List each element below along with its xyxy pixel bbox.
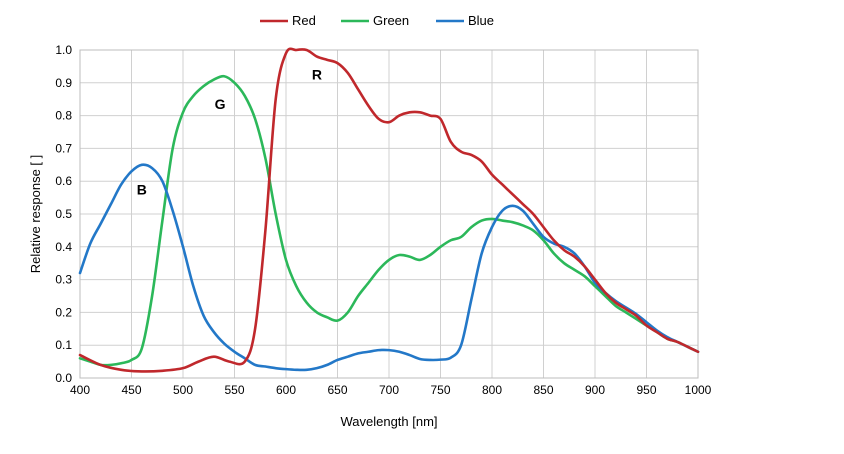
x-axis-label: Wavelength [nm] [340, 414, 437, 429]
legend: Red Green Blue [260, 13, 494, 28]
y-tick-label: 0.7 [55, 141, 72, 155]
legend-label-blue: Blue [468, 13, 494, 28]
series-line-blue [78, 163, 700, 372]
y-tick-label: 0.1 [55, 338, 72, 352]
x-tick-label: 750 [430, 383, 450, 397]
annotation-b: B [137, 181, 147, 197]
y-axis-label: Relative response [ ] [28, 155, 43, 274]
legend-label-green: Green [373, 13, 409, 28]
annotation-r: R [312, 67, 322, 83]
legend-label-red: Red [292, 13, 316, 28]
series-line-green [78, 74, 700, 367]
y-tick-label: 0.3 [55, 273, 72, 287]
series-lines [78, 47, 700, 373]
y-tick-label: 0.4 [55, 240, 72, 254]
x-tick-label: 400 [70, 383, 90, 397]
series-line-red [78, 47, 700, 373]
x-tick-label: 950 [636, 383, 656, 397]
x-tick-label: 550 [224, 383, 244, 397]
x-tick-label: 900 [585, 383, 605, 397]
plot-frame [79, 49, 699, 379]
y-tick-label: 0.5 [55, 207, 72, 221]
y-tick-label: 0.0 [55, 371, 72, 385]
x-tick-label: 650 [327, 383, 347, 397]
y-tick-label: 0.6 [55, 174, 72, 188]
y-tick-label: 1.0 [55, 43, 72, 57]
x-tick-label: 1000 [685, 383, 712, 397]
curve-annotations: B G R [137, 67, 322, 198]
y-tick-label: 0.9 [55, 76, 72, 90]
x-tick-label: 850 [533, 383, 553, 397]
axes: 400 450 500 550 600 650 700 750 800 850 900 950 1000… [55, 43, 711, 397]
x-tick-label: 600 [276, 383, 296, 397]
x-tick-label: 500 [173, 383, 193, 397]
x-tick-label: 800 [482, 383, 502, 397]
x-tick-label: 450 [121, 383, 141, 397]
y-tick-label: 0.8 [55, 109, 72, 123]
x-tick-label: 700 [379, 383, 399, 397]
y-tick-label: 0.2 [55, 305, 72, 319]
annotation-g: G [215, 96, 226, 112]
